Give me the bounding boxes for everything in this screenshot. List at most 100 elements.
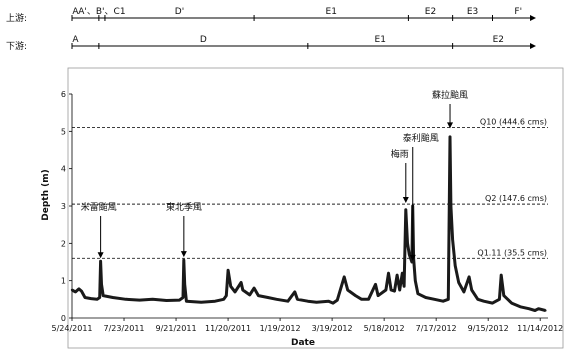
- depth-point: [112, 296, 114, 298]
- depth-point: [491, 302, 493, 304]
- depth-point: [411, 261, 413, 263]
- depth-point: [74, 291, 76, 293]
- timeline-segment-label: D: [200, 35, 207, 45]
- timeline-segment-label: E3: [467, 7, 478, 17]
- x-tick-label: 11/20/2011: [205, 324, 251, 333]
- depth-point: [315, 301, 317, 303]
- timeline-row-name: 上游:: [6, 12, 27, 24]
- depth-point: [336, 299, 338, 301]
- depth-point: [477, 298, 479, 300]
- depth-point: [327, 300, 329, 302]
- threshold-label: Q10 (444.6 cms): [480, 118, 547, 127]
- depth-point: [457, 281, 459, 283]
- depth-point: [396, 274, 398, 276]
- depth-point: [84, 296, 86, 298]
- depth-point: [498, 298, 500, 300]
- depth-point: [182, 296, 184, 298]
- depth-point: [138, 299, 140, 301]
- depth-point: [374, 283, 376, 285]
- annotation-arrowhead-icon: [98, 252, 104, 258]
- depth-point: [468, 276, 470, 278]
- x-tick-label: 9/15/2012: [468, 324, 509, 333]
- depth-point: [360, 298, 362, 300]
- x-tick-label: 7/23/2011: [104, 324, 145, 333]
- depth-point: [100, 283, 102, 285]
- depth-point: [447, 298, 449, 300]
- annotation-label: 東北季風: [166, 201, 202, 213]
- timeline-segment-label: F': [514, 7, 522, 17]
- depth-point: [417, 293, 419, 295]
- x-tick-label: 3/19/2012: [312, 324, 353, 333]
- site-timelines: 上游:A A'、B'、C1 D' E1 E2 E3 F'下游:A D E1 E2: [6, 7, 536, 52]
- depth-point: [125, 298, 127, 300]
- y-tick-label: 4: [61, 165, 66, 174]
- timeline-segment-label: A'、B'、C1: [78, 7, 125, 17]
- threshold-label: Q2 (147.6 cms): [485, 194, 547, 203]
- annotation-arrowhead-icon: [403, 197, 409, 203]
- depth-point: [393, 290, 395, 292]
- depth-point: [225, 294, 227, 296]
- depth-point: [234, 291, 236, 293]
- depth-point: [500, 274, 502, 276]
- annotation-arrowhead-icon: [181, 251, 187, 257]
- depth-point: [544, 309, 546, 311]
- depth-point: [184, 283, 186, 285]
- depth-point: [227, 269, 229, 271]
- annotation-label: 蘇拉颱風: [432, 89, 468, 101]
- threshold-label: Q1.11 (35.5 cms): [477, 248, 547, 257]
- y-tick-label: 2: [61, 239, 66, 248]
- depth-point: [343, 276, 345, 278]
- annotation-label: 梅雨: [391, 148, 409, 160]
- depth-point: [387, 272, 389, 274]
- depth-point: [503, 294, 505, 296]
- depth-point: [151, 298, 153, 300]
- depth-series: [71, 136, 547, 312]
- timeline-segment-label: E2: [425, 7, 436, 17]
- depth-line: [72, 137, 545, 311]
- depth-point: [483, 300, 485, 302]
- depth-point: [185, 300, 187, 302]
- y-tick-label: 6: [61, 90, 66, 99]
- depth-point: [296, 298, 298, 300]
- depth-point: [307, 300, 309, 302]
- timeline-segment-label: E1: [375, 35, 386, 45]
- y-tick-label: 3: [61, 202, 66, 211]
- depth-point: [165, 299, 167, 301]
- depth-point: [450, 205, 452, 207]
- depth-point: [399, 289, 401, 291]
- depth-point: [414, 279, 416, 281]
- depth-point: [537, 307, 539, 309]
- timeline-segment-label: E1: [326, 7, 337, 17]
- depth-point: [80, 290, 82, 292]
- timeline-arrow-icon: [530, 15, 536, 21]
- depth-point: [78, 288, 80, 290]
- depth-point: [354, 294, 356, 296]
- depth-point: [71, 289, 73, 291]
- depth-point: [99, 296, 101, 298]
- x-tick-label: 11/14/2012: [517, 324, 563, 333]
- depth-point: [377, 294, 379, 296]
- depth-point: [425, 296, 427, 298]
- y-axis-title: Depth (m): [41, 169, 51, 220]
- depth-point: [449, 136, 451, 138]
- depth-point: [451, 238, 453, 240]
- depth-point: [403, 285, 405, 287]
- depth-point: [183, 259, 185, 261]
- x-tick-label: 9/21/2011: [156, 324, 197, 333]
- depth-point: [534, 309, 536, 311]
- depth-point: [267, 296, 269, 298]
- depth-point: [454, 265, 456, 267]
- x-tick-label: 5/24/2011: [51, 324, 92, 333]
- depth-point: [463, 291, 465, 293]
- depth-point: [96, 298, 98, 300]
- depth-point: [287, 300, 289, 302]
- timeline-row: 上游: A A'、B'、C1 D' E1 E2 E3 F': [6, 7, 536, 24]
- x-tick-label: 7/17/2012: [416, 324, 457, 333]
- depth-point: [332, 302, 334, 304]
- y-tick-label: 0: [61, 314, 66, 323]
- depth-point: [347, 289, 349, 291]
- depth-point: [519, 306, 521, 308]
- depth-point: [275, 298, 277, 300]
- depth-point: [433, 298, 435, 300]
